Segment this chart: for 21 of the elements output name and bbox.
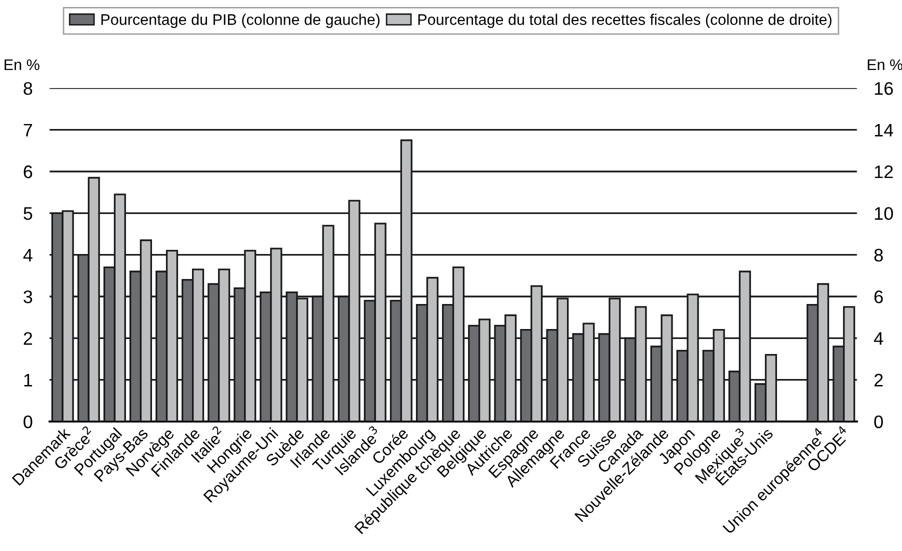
legend-label: Pourcentage du PIB (colonne de gauche) xyxy=(101,14,380,28)
y-tick-label: 4 xyxy=(23,248,32,262)
y-tick-label: 1 xyxy=(24,374,32,386)
y-tick-label: 3 xyxy=(24,290,32,304)
y2-tick-label: 2 xyxy=(874,374,883,386)
y2-tick-label: 14 xyxy=(874,124,894,136)
y2-tick-label: 6 xyxy=(874,290,883,304)
y2-tick-label: 10 xyxy=(874,207,893,220)
y2-tick-label: 16 xyxy=(874,82,893,95)
y2-tick-label: 12 xyxy=(874,165,893,178)
y-axis-title: En % xyxy=(4,59,40,70)
y-tick-label: 5 xyxy=(24,207,32,220)
y2-tick-label: 4 xyxy=(874,332,884,345)
y-tick-label: 2 xyxy=(24,332,32,345)
y2-tick-label: 0 xyxy=(874,415,883,428)
y2-tick-label: 8 xyxy=(874,248,883,262)
y-tick-label: 6 xyxy=(24,165,32,178)
y-tick-label: 7 xyxy=(24,124,32,136)
y-tick-label: 8 xyxy=(24,82,32,95)
legend-label: Pourcentage du total des recettes fiscales (colonne de droite) xyxy=(418,14,832,28)
y-tick-label: 0 xyxy=(24,415,32,428)
